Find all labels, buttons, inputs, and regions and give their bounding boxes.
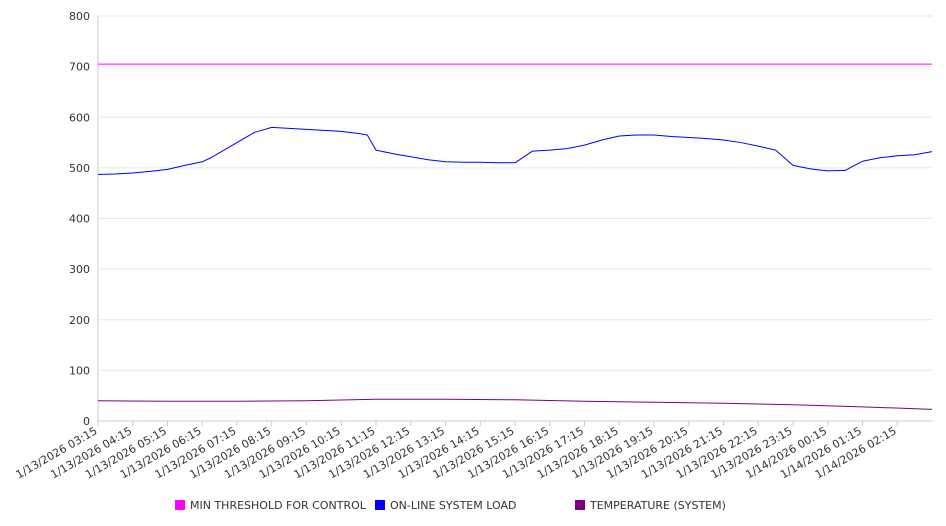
legend-swatch — [175, 500, 185, 510]
y-tick-label: 500 — [69, 162, 90, 175]
legend-swatch — [575, 500, 585, 510]
series-line-3 — [97, 398, 933, 410]
y-tick-label: 300 — [69, 263, 90, 276]
legend: MIN THRESHOLD FOR CONTROL ON-LINE SYSTEM … — [175, 499, 726, 512]
grid-lines — [98, 15, 932, 371]
legend-swatch — [375, 500, 385, 510]
y-tick-label: 0 — [83, 415, 90, 428]
y-tick-label: 700 — [69, 61, 90, 74]
series-line-2 — [97, 126, 933, 175]
legend-label: ON-LINE SYSTEM LOAD — [390, 499, 516, 512]
legend-label: MIN THRESHOLD FOR CONTROL — [190, 499, 367, 512]
y-axis-tick-labels: 0 100 200 300 400 500 600 700 800 — [69, 10, 90, 428]
y-tick-label: 600 — [69, 111, 90, 124]
y-tick-label: 200 — [69, 314, 90, 327]
axes — [97, 16, 932, 426]
y-tick-label: 800 — [69, 10, 90, 23]
y-tick-label: 400 — [69, 213, 90, 226]
y-tick-label: 100 — [69, 364, 90, 377]
legend-label: TEMPERATURE (SYSTEM) — [589, 499, 726, 512]
series-lines — [97, 63, 933, 410]
x-axis-tick-labels: 1/13/2026 03:151/13/2026 04:151/13/2026 … — [14, 424, 899, 481]
